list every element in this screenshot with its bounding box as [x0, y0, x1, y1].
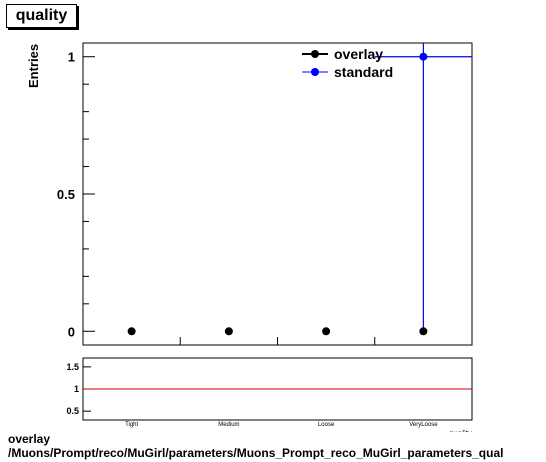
ratio-y-tick-label: 1 [74, 384, 79, 394]
x-category-label: Medium [218, 422, 239, 428]
x-category-label: Tight [125, 422, 138, 428]
legend-standard-label: standard [334, 64, 393, 80]
quality-plot: 0 0.5 1 Entries overlay standard 0.5 1 1.5 Tight… [26, 42, 473, 432]
overlay-point [127, 327, 136, 336]
upper-pad: 0 0.5 1 Entries overlay standard [26, 42, 473, 346]
x-category-label: Loose [318, 422, 335, 428]
overlay-point [224, 327, 233, 336]
plot-frame [82, 42, 473, 346]
histogram-title: quality [6, 4, 77, 28]
y-tick-label: 0 [68, 324, 75, 339]
legend-overlay-label: overlay [334, 46, 383, 62]
ratio-y-tick-label: 0.5 [66, 406, 79, 416]
caption-overlay: overlay [8, 432, 51, 446]
legend-standard-marker [311, 68, 319, 76]
overlay-point [419, 327, 428, 336]
ratio-pad: 0.5 1 1.5 Tight Medium Loose VeryLoose quality [66, 357, 473, 432]
y-axis-title: Entries [26, 44, 41, 88]
y-tick-label: 0.5 [57, 187, 75, 202]
legend-overlay-marker [311, 50, 319, 58]
overlay-point [322, 327, 331, 336]
caption-path: /Muons/Prompt/reco/MuGirl/parameters/Muo… [8, 446, 504, 460]
standard-point [419, 52, 428, 61]
x-axis-title: quality [449, 429, 472, 432]
y-tick-label: 1 [68, 50, 75, 65]
ratio-y-tick-label: 1.5 [66, 362, 79, 372]
x-category-label: VeryLoose [409, 422, 438, 428]
